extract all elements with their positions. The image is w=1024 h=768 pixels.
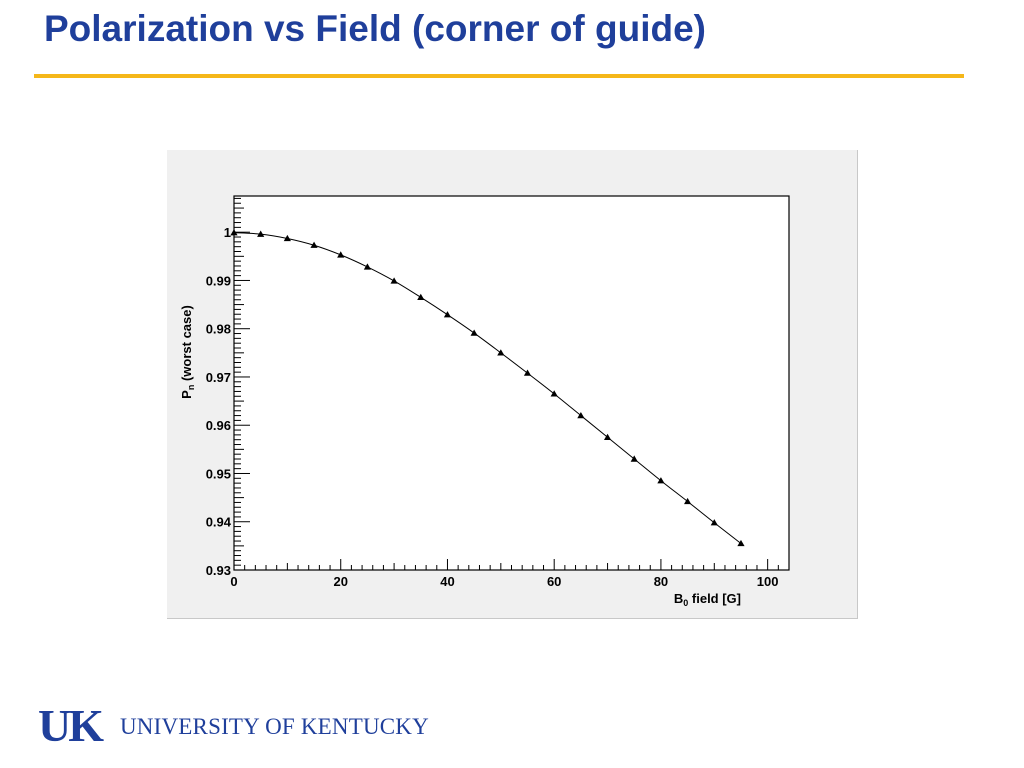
y-tick-label: 0.95: [206, 466, 231, 481]
data-point: [310, 241, 318, 248]
data-point: [630, 455, 638, 462]
data-point: [470, 329, 478, 336]
data-point: [710, 519, 718, 526]
data-point: [283, 234, 291, 242]
y-axis-label-rest: (worst case): [179, 305, 194, 384]
university-logo: UK UNIVERSITY OF KENTUCKY: [38, 702, 438, 750]
x-axis-label-sub: 0: [683, 598, 688, 608]
axis-ticks: [233, 197, 790, 571]
x-tick-label: 80: [654, 574, 668, 589]
y-axis-label-main: P: [179, 390, 194, 399]
data-points: [230, 229, 745, 547]
data-point: [230, 229, 238, 236]
uk-logo-mark: UK: [38, 700, 104, 751]
data-point: [550, 390, 558, 397]
plot-frame: [233, 195, 790, 571]
slide-title: Polarization vs Field (corner of guide): [44, 8, 706, 49]
x-tick-label: 20: [333, 574, 347, 589]
tick-labels: 0 20 40 60 80 100 0.93 0.94 0.95 0.96 0.97 0.98 0.99…: [206, 225, 779, 589]
x-tick-label: 60: [547, 574, 561, 589]
data-point: [737, 539, 745, 547]
data-point: [443, 311, 452, 318]
y-tick-label: 0.97: [206, 370, 231, 385]
data-point: [657, 477, 665, 484]
y-axis-label-sub: n: [186, 385, 196, 391]
data-point: [603, 433, 612, 440]
data-point: [257, 230, 265, 237]
data-point: [523, 369, 532, 376]
data-point: [337, 251, 345, 258]
chart-svg: 0 20 40 60 80 100 0.93 0.94 0.95 0.96 0.97 0.98 0.99…: [179, 195, 790, 608]
chart-panel: 0 20 40 60 80 100 0.93 0.94 0.95 0.96 0.97 0.98 0.99…: [167, 150, 858, 619]
data-point: [390, 277, 398, 284]
data-point: [684, 497, 692, 505]
x-tick-label: 0: [230, 574, 237, 589]
x-tick-label: 100: [757, 574, 779, 589]
x-tick-label: 40: [440, 574, 454, 589]
y-tick-label: 0.93: [206, 563, 231, 578]
x-axis-label-main: B: [674, 591, 683, 606]
x-axis-label-rest: field [G]: [688, 591, 741, 606]
y-tick-label: 1: [224, 225, 231, 240]
data-point: [577, 411, 585, 419]
data-point: [417, 293, 425, 301]
y-axis-label: Pn (worst case): [179, 305, 196, 399]
data-point: [497, 349, 505, 356]
y-tick-label: 0.99: [206, 273, 231, 288]
y-tick-label: 0.96: [206, 418, 231, 433]
data-point: [363, 263, 372, 270]
y-tick-label: 0.94: [206, 515, 232, 530]
y-tick-label: 0.98: [206, 322, 231, 337]
uk-logo-text: UNIVERSITY OF KENTUCKY: [120, 714, 429, 739]
title-rule: [34, 74, 964, 78]
x-axis-label: B0 field [G]: [674, 591, 741, 608]
